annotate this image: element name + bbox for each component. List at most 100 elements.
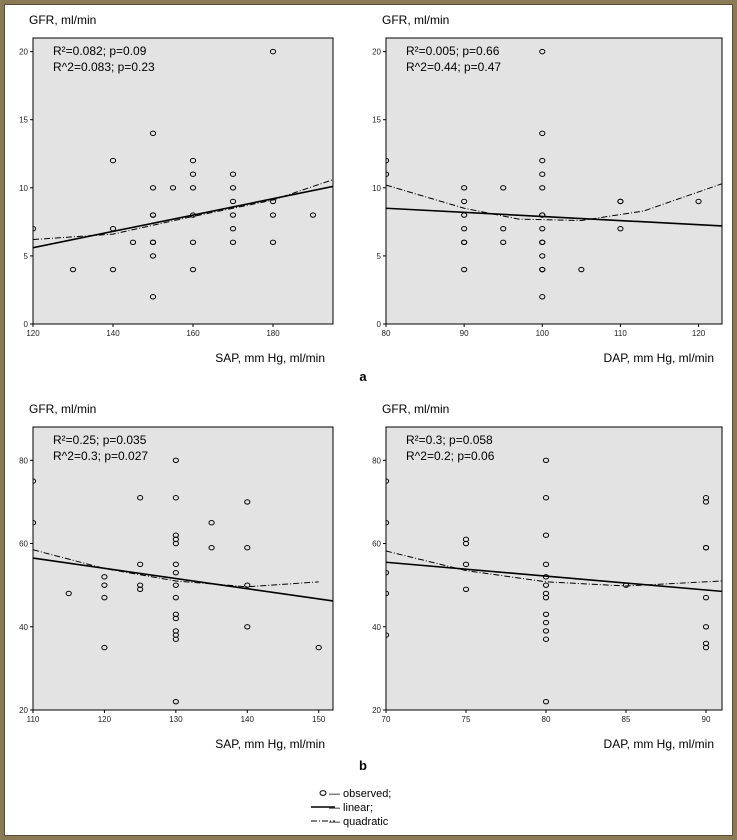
data-point: [702, 544, 710, 551]
quadratic-fit-line: [33, 549, 319, 588]
y-tick-label: 20: [372, 48, 381, 57]
x-tick-label: 100: [536, 329, 550, 338]
legend-quadratic-label: — quadratic: [329, 816, 389, 828]
data-point: [189, 157, 197, 164]
x-axis-label: DAP, mm Hg, ml/min: [604, 351, 714, 365]
data-point: [702, 499, 710, 505]
stats-line-2: R^2=0.2; p=0.06: [406, 449, 495, 463]
scatter-panels: GFR, ml/min SAP, mm Hg, ml/min R²=0.082; p…: [19, 13, 723, 751]
x-tick-label: 150: [312, 715, 326, 724]
quadratic-fit-line: [33, 179, 333, 241]
data-point: [149, 185, 157, 191]
data-point: [229, 185, 237, 191]
data-point: [617, 225, 624, 232]
data-point: [500, 225, 507, 232]
data-point: [269, 212, 277, 218]
y-tick-label: 40: [19, 623, 28, 632]
data-point: [542, 698, 550, 705]
data-point: [208, 520, 215, 526]
data-point: [269, 198, 277, 205]
x-tick-label: 110: [27, 715, 40, 724]
panel-label-b: b: [359, 758, 367, 773]
plot-area: [32, 426, 334, 711]
data-point: [386, 590, 390, 597]
data-point: [539, 157, 546, 164]
data-point: [542, 628, 550, 634]
data-point: [229, 239, 237, 245]
x-tick-label: 180: [266, 329, 280, 338]
x-axis-label: DAP, mm Hg, ml/min: [604, 737, 714, 751]
data-point: [386, 157, 390, 164]
data-point: [65, 590, 72, 597]
x-tick-label: 70: [382, 715, 391, 724]
figure-frame: GFR, ml/min SAP, mm Hg, ml/min R²=0.082; p…: [4, 4, 733, 836]
stats-line-2: R^2=0.3; p=0.027: [53, 449, 148, 463]
quadratic-fit-line: [386, 183, 722, 221]
data-point: [578, 266, 585, 273]
data-point: [101, 574, 108, 580]
data-point: [386, 478, 390, 484]
x-axis-label: SAP, mm Hg, ml/min: [215, 351, 325, 365]
data-point: [189, 171, 197, 177]
data-point: [172, 615, 179, 622]
scatter-panel-2: GFR, ml/min DAP, mm Hg, ml/min R²=0.005; p…: [372, 13, 723, 365]
x-tick-label: 120: [26, 329, 40, 338]
data-point: [539, 212, 546, 218]
data-point: [244, 544, 251, 551]
data-point: [617, 198, 624, 205]
data-point: [462, 561, 470, 568]
data-point: [461, 225, 468, 232]
data-point: [461, 212, 468, 218]
data-point: [462, 540, 470, 547]
data-point: [539, 266, 546, 273]
x-tick-label: 160: [186, 329, 200, 338]
data-point: [315, 644, 322, 651]
data-point: [208, 544, 215, 551]
data-point: [137, 561, 144, 568]
stats-line-1: R²=0.082; p=0.09: [53, 44, 147, 58]
data-point: [149, 212, 157, 218]
y-axis-label: GFR, ml/min: [382, 13, 449, 27]
legend: — observed; — linear; — quadratic: [311, 788, 391, 828]
plot-contents: [386, 457, 722, 705]
data-point: [539, 253, 546, 259]
y-tick-label: 80: [19, 456, 28, 465]
data-point: [702, 594, 710, 601]
y-tick-label: 40: [372, 623, 381, 632]
linear-fit-line: [33, 557, 333, 602]
x-tick-label: 110: [614, 329, 627, 338]
data-point: [542, 619, 550, 626]
data-point: [539, 48, 546, 55]
data-point: [229, 171, 237, 177]
data-point: [137, 586, 144, 593]
plot-area: [32, 37, 334, 325]
x-tick-label: 85: [622, 715, 631, 724]
x-tick-label: 140: [241, 715, 255, 724]
data-point: [172, 582, 179, 588]
y-axis-label: GFR, ml/min: [29, 13, 96, 27]
plot-area: [385, 37, 723, 325]
data-point: [189, 212, 197, 218]
data-point: [461, 266, 468, 273]
data-point: [386, 171, 390, 177]
data-point: [101, 644, 108, 651]
legend-linear-label: — linear;: [329, 802, 373, 814]
data-point: [33, 520, 37, 526]
data-point: [542, 532, 550, 538]
y-tick-label: 80: [372, 456, 381, 465]
y-tick-label: 20: [372, 706, 381, 715]
data-point: [539, 130, 546, 137]
data-point: [500, 239, 507, 245]
data-point: [386, 569, 390, 576]
y-tick-label: 15: [372, 116, 381, 125]
data-point: [69, 266, 77, 273]
y-tick-label: 5: [377, 252, 382, 261]
figure-canvas: GFR, ml/min SAP, mm Hg, ml/min R²=0.082; p…: [19, 13, 723, 828]
legend-observed-marker: [319, 790, 327, 796]
linear-fit-line: [386, 561, 722, 593]
data-point: [149, 239, 157, 245]
x-tick-label: 75: [462, 715, 471, 724]
data-point: [33, 225, 37, 232]
y-tick-label: 20: [19, 706, 28, 715]
data-point: [269, 239, 277, 245]
